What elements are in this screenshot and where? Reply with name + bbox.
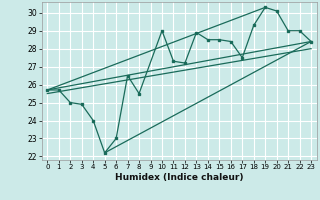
X-axis label: Humidex (Indice chaleur): Humidex (Indice chaleur)	[115, 173, 244, 182]
